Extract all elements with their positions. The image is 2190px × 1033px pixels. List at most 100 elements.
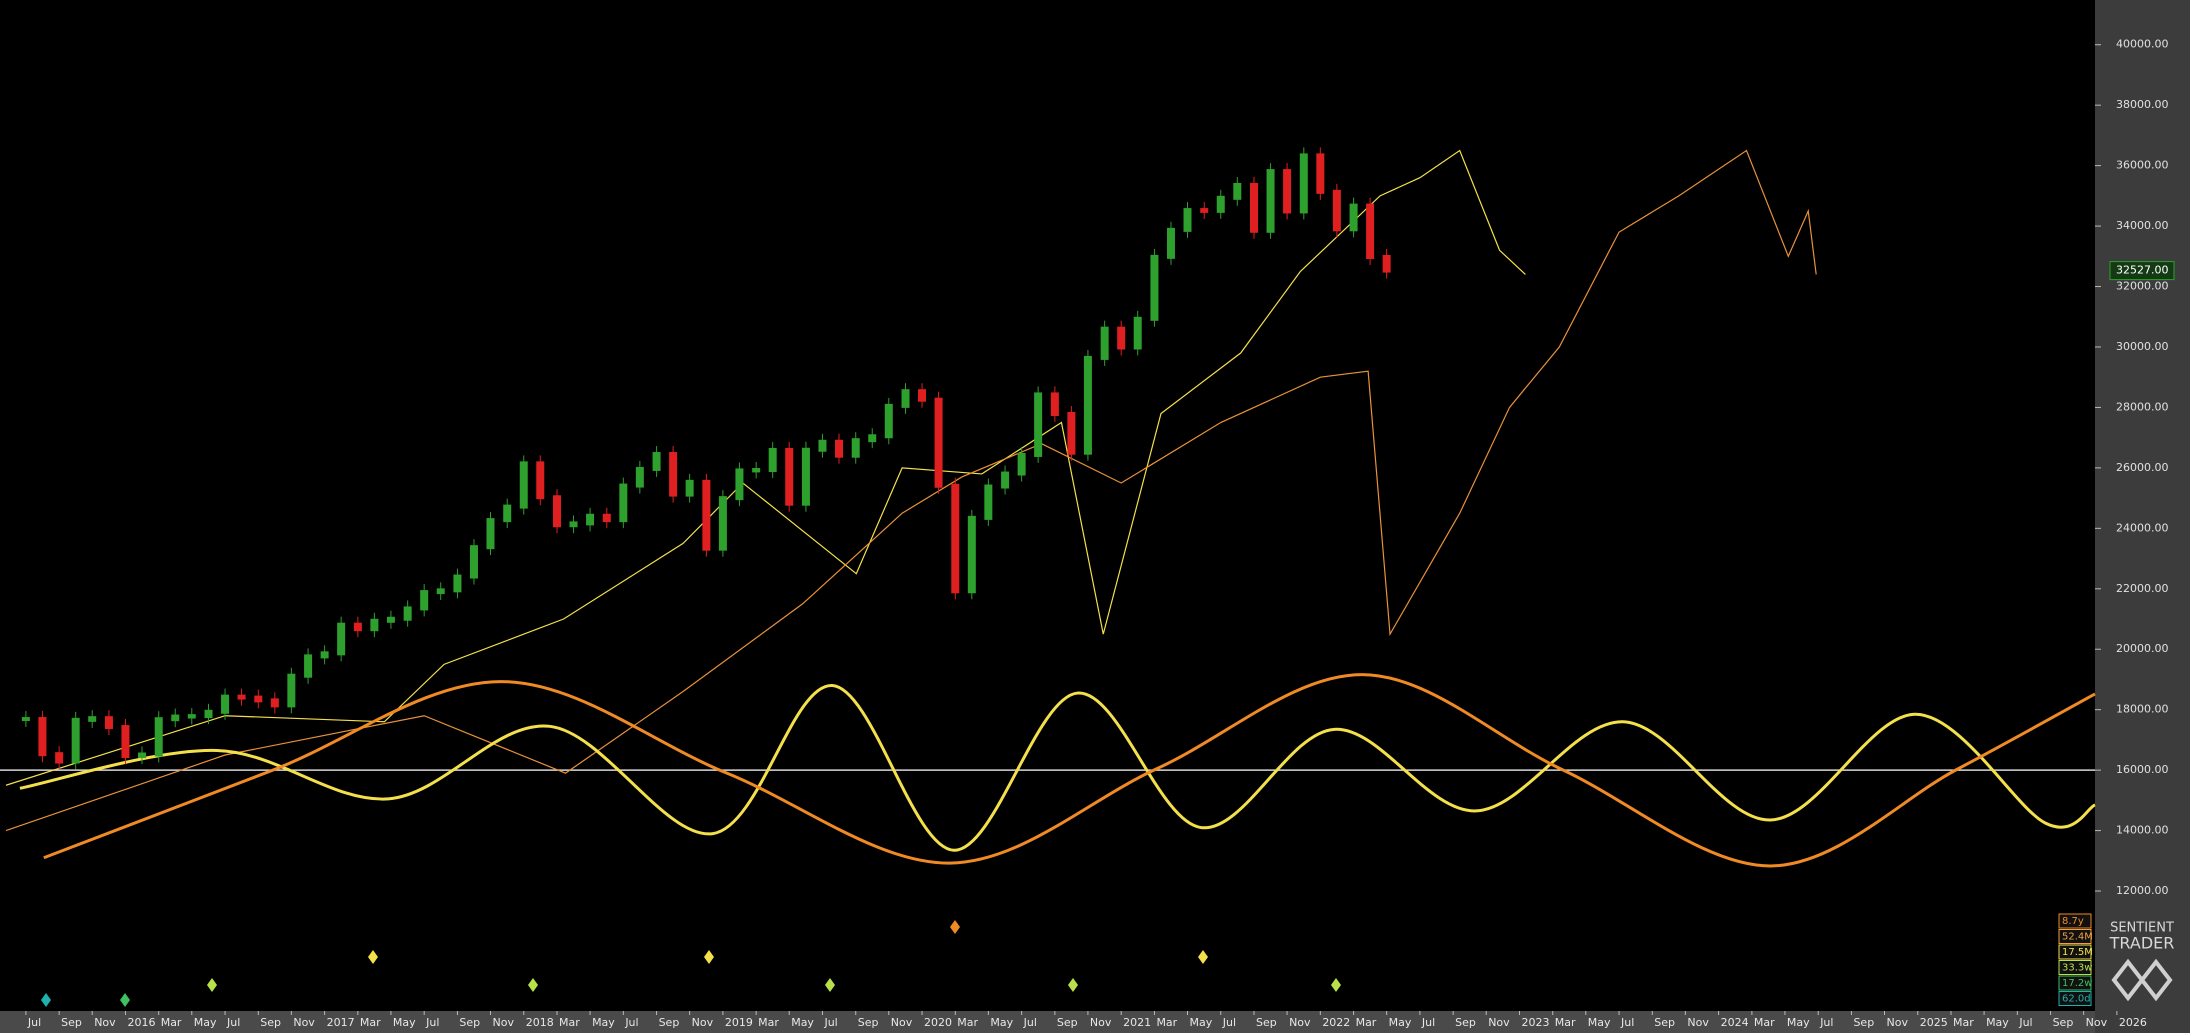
x-tick-label: Mar	[1953, 1016, 1974, 1029]
x-tick-label: Sep	[659, 1016, 680, 1029]
x-tick-label: Mar	[957, 1016, 978, 1029]
x-tick-label: May	[592, 1016, 615, 1029]
x-tick-label: 2018	[526, 1016, 554, 1029]
x-tick-label: May	[1189, 1016, 1212, 1029]
x-tick-label: Jul	[1819, 1016, 1833, 1029]
x-tick-label: Nov	[692, 1016, 714, 1029]
x-tick-label: Nov	[1090, 1016, 1112, 1029]
y-tick-label: 36000.00	[2116, 159, 2169, 172]
y-tick-label: 40000.00	[2116, 38, 2169, 51]
phase-diamond	[1198, 950, 1208, 964]
x-tick-label: Nov	[293, 1016, 315, 1029]
x-tick-label: Sep	[459, 1016, 480, 1029]
x-tick-label: 2020	[924, 1016, 952, 1029]
phase-diamond	[41, 993, 51, 1007]
phase-diamond	[1331, 978, 1341, 992]
period-label: 33.3w	[2062, 963, 2092, 974]
period-box	[2058, 944, 2092, 960]
x-tick-label: Nov	[94, 1016, 116, 1029]
x-tick-label: Jul	[2018, 1016, 2032, 1029]
period-box	[2058, 960, 2092, 975]
x-tick-label: Sep	[2053, 1016, 2074, 1029]
phase-diamond	[950, 920, 960, 934]
x-tick-label: 2025	[1920, 1016, 1948, 1029]
phase-diamond	[1068, 978, 1078, 992]
x-tick-label: May	[791, 1016, 814, 1029]
x-tick-label: Nov	[1488, 1016, 1510, 1029]
x-tick-label: 2023	[1521, 1016, 1549, 1029]
logo-mark	[2111, 958, 2173, 1002]
y-tick-label: 34000.00	[2116, 219, 2169, 232]
phase-diamond	[528, 978, 538, 992]
x-tick-label: Nov	[2086, 1016, 2108, 1029]
x-tick-label: Jul	[425, 1016, 439, 1029]
x-tick-label: May	[194, 1016, 217, 1029]
x-tick-label: 2016	[127, 1016, 155, 1029]
period-box	[2058, 929, 2092, 944]
x-tick-label: Mar	[1156, 1016, 1177, 1029]
plot-background	[0, 0, 2095, 1011]
y-tick-label: 14000.00	[2116, 824, 2169, 837]
period-box	[2058, 975, 2092, 991]
period-label: 17.2w	[2062, 978, 2092, 989]
x-tick-label: Nov	[1887, 1016, 1909, 1029]
x-tick-label: Mar	[1356, 1016, 1377, 1029]
x-tick-label: Sep	[858, 1016, 879, 1029]
x-tick-label: 2019	[725, 1016, 753, 1029]
projection-line	[5, 149, 1817, 832]
y-tick-label: 16000.00	[2116, 763, 2169, 776]
period-label: 8.7y	[2062, 916, 2084, 927]
y-tick-label: 12000.00	[2116, 884, 2169, 897]
x-tick-label: May	[393, 1016, 416, 1029]
x-tick-label: Sep	[1057, 1016, 1078, 1029]
price-axis-panel	[2095, 0, 2190, 1033]
y-tick-label: 18000.00	[2116, 703, 2169, 716]
period-label: 17.5M	[2062, 947, 2093, 958]
cycle-wave	[43, 673, 2096, 868]
last-price-box	[2109, 261, 2175, 281]
x-tick-label: Jul	[1222, 1016, 1236, 1029]
x-tick-label: Sep	[1256, 1016, 1277, 1029]
x-tick-label: Mar	[1555, 1016, 1576, 1029]
marks: 12000.00 14000.00 16000.00 18000.00 20000.00…	[0, 38, 2175, 1029]
x-tick-label: 2021	[1123, 1016, 1151, 1029]
x-tick-label: Sep	[61, 1016, 82, 1029]
y-tick-label: 22000.00	[2116, 582, 2169, 595]
x-tick-label: Sep	[1654, 1016, 1675, 1029]
x-tick-label: Mar	[1754, 1016, 1775, 1029]
x-tick-label: Jul	[624, 1016, 638, 1029]
x-tick-label: Jul	[823, 1016, 837, 1029]
x-tick-label: May	[1986, 1016, 2009, 1029]
y-tick-label: 24000.00	[2116, 521, 2169, 534]
cycle-wave	[19, 683, 2096, 852]
x-tick-label: Mar	[161, 1016, 182, 1029]
x-tick-label: 2024	[1721, 1016, 1749, 1029]
x-tick-label: Nov	[1289, 1016, 1311, 1029]
x-tick-label: May	[1588, 1016, 1611, 1029]
phase-diamond	[704, 950, 714, 964]
x-tick-label: Jul	[1620, 1016, 1634, 1029]
y-tick-label: 26000.00	[2116, 461, 2169, 474]
x-tick-label: 2022	[1322, 1016, 1350, 1029]
last-price-label: 32527.00	[2116, 264, 2169, 277]
x-tick-label: Jul	[1421, 1016, 1435, 1029]
period-box	[2058, 991, 2092, 1006]
period-box	[2058, 913, 2092, 929]
x-tick-label: Sep	[1853, 1016, 1874, 1029]
x-tick-label: 2026	[2119, 1016, 2147, 1029]
x-tick-label: May	[1787, 1016, 1810, 1029]
x-tick-label: 2017	[327, 1016, 355, 1029]
x-tick-label: Mar	[360, 1016, 381, 1029]
x-tick-label: Jul	[27, 1016, 41, 1029]
period-label: 62.0d	[2062, 994, 2091, 1005]
y-tick-label: 38000.00	[2116, 98, 2169, 111]
x-tick-label: Jul	[1023, 1016, 1037, 1029]
y-tick-label: 30000.00	[2116, 340, 2169, 353]
y-tick-label: 32000.00	[2116, 280, 2169, 293]
x-tick-label: Sep	[1455, 1016, 1476, 1029]
y-tick-label: 28000.00	[2116, 400, 2169, 413]
phase-diamond	[368, 950, 378, 964]
cycle-phase-markers	[41, 920, 1341, 1007]
x-tick-label: Mar	[758, 1016, 779, 1029]
